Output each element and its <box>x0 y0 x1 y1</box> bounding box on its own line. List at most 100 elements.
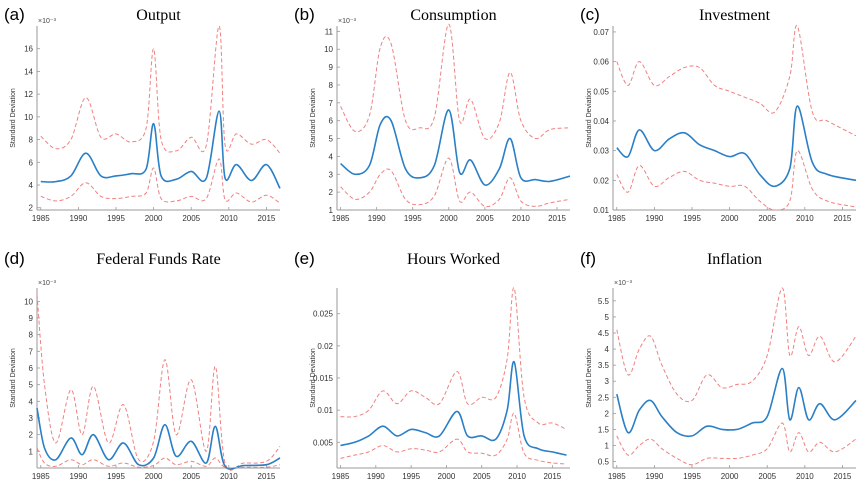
y-tick-label: 5.5 <box>598 297 610 306</box>
x-tick-label: 2000 <box>145 472 163 481</box>
y-axis-label: Standard Deviation <box>10 88 17 148</box>
series-line-lower <box>616 150 857 211</box>
y-tick-label: 0.04 <box>593 117 609 126</box>
y-tick-label: 12 <box>24 90 33 99</box>
chart-title: Inflation <box>706 251 763 268</box>
series-line-upper <box>340 23 571 140</box>
x-tick-label: 1995 <box>107 214 125 223</box>
chart-panel: (e) Hours Worked 0.005 0.01 0.015 0.02 0.025 19… <box>290 244 575 487</box>
chart-title: Hours Worked <box>406 251 501 268</box>
x-tick-label: 2015 <box>258 214 276 223</box>
y-tick-label: 3 <box>29 414 34 423</box>
series-line-lower <box>340 412 567 465</box>
y-tick-label: 6 <box>329 117 334 126</box>
series-line-lower <box>36 447 281 469</box>
y-tick-label: 0.01 <box>317 406 333 415</box>
y-tick-label: 2 <box>329 188 334 197</box>
x-tick-label: 1985 <box>332 214 350 223</box>
panel-label: (a) <box>4 5 25 24</box>
y-tick-label: 3 <box>329 170 334 179</box>
x-tick-label: 2010 <box>796 472 814 481</box>
chart-svg: 1 2 3 4 5 6 7 8 9 10 1985 1990 1995 2000 2005 2010 2015 ×… <box>10 280 281 481</box>
series-line-upper <box>36 294 281 471</box>
x-tick-label: 2015 <box>834 214 852 223</box>
y-tick-label: 4 <box>29 181 34 190</box>
series-line-median <box>616 105 857 188</box>
y-tick-label: 1 <box>29 447 34 456</box>
chart-panel: (c) Investment 0.01 0.02 0.03 0.04 0.05 0.06 0.0… <box>576 0 857 243</box>
x-tick-label: 1990 <box>69 472 87 481</box>
x-tick-label: 2005 <box>182 472 200 481</box>
x-tick-label: 1985 <box>608 472 626 481</box>
y-tick-label: 5 <box>29 381 34 390</box>
y-axis-label: Standard Deviation <box>586 88 593 148</box>
y-tick-label: 2 <box>29 431 34 440</box>
y-tick-label: 0.01 <box>593 206 609 215</box>
x-tick-label: 2010 <box>796 214 814 223</box>
y-tick-label: 8 <box>329 81 334 90</box>
y-tick-label: 5 <box>605 313 610 322</box>
x-tick-label: 1990 <box>367 472 385 481</box>
series-line-median <box>36 407 281 470</box>
x-tick-label: 1995 <box>683 214 701 223</box>
y-tick-label: 0.015 <box>313 374 334 383</box>
x-tick-label: 1990 <box>69 214 87 223</box>
y-tick-label: 0.05 <box>593 87 609 96</box>
y-tick-label: 0.02 <box>593 176 609 185</box>
y-axis-label: Standard Deviation <box>10 348 17 408</box>
x-tick-label: 1990 <box>645 472 663 481</box>
x-tick-label: 2000 <box>440 214 458 223</box>
y-tick-label: 9 <box>29 314 34 323</box>
x-tick-label: 2015 <box>258 472 276 481</box>
panel-label: (f) <box>580 249 597 268</box>
chart-svg: 1 2 3 4 5 6 7 8 9 10 11 1985 1990 1995 2000 2005 2010 201… <box>310 18 571 223</box>
chart-svg: 2 4 6 8 10 12 14 16 1985 1990 1995 2000 2005 2010 2015… <box>10 18 281 223</box>
y-tick-label: 6 <box>29 364 34 373</box>
y-tick-label: 11 <box>325 27 334 36</box>
x-tick-label: 1985 <box>332 472 350 481</box>
y-tick-label: 1 <box>329 206 334 215</box>
axis-exponent: ×10⁻³ <box>614 280 633 287</box>
y-tick-label: 10 <box>24 297 33 306</box>
x-tick-label: 2010 <box>508 472 526 481</box>
chart-title: Consumption <box>410 7 497 24</box>
y-tick-label: 2 <box>605 409 610 418</box>
chart-title: Federal Funds Rate <box>96 251 221 268</box>
x-tick-label: 1990 <box>645 214 663 223</box>
series-line-lower <box>40 158 281 204</box>
x-tick-label: 2015 <box>834 472 852 481</box>
x-tick-label: 2005 <box>182 214 200 223</box>
x-tick-label: 1985 <box>32 214 50 223</box>
chart-svg: 0.5 1 1.5 2 2.5 3 3.5 4 4.5 5 5.5 1985 1990 1995 2000 2… <box>586 280 857 481</box>
y-tick-label: 7 <box>29 347 34 356</box>
y-tick-label: 8 <box>29 331 34 340</box>
x-tick-label: 2005 <box>758 214 776 223</box>
x-tick-label: 2000 <box>721 214 739 223</box>
panel-label: (c) <box>580 5 600 24</box>
y-tick-label: 2.5 <box>598 393 610 402</box>
x-tick-label: 1995 <box>402 472 420 481</box>
x-tick-label: 2005 <box>473 472 491 481</box>
x-tick-label: 2015 <box>548 214 566 223</box>
chart-panel: (b) Consumption 1 2 3 4 5 6 7 8 9 10 11 1985 1990 1995 2… <box>290 0 575 243</box>
x-tick-label: 1985 <box>608 214 626 223</box>
chart-svg: 0.005 0.01 0.015 0.02 0.025 1985 1990 1995 2000 2… <box>310 287 570 481</box>
series-line-upper <box>40 25 281 154</box>
y-tick-label: 8 <box>29 136 34 145</box>
y-tick-label: 2 <box>29 204 34 213</box>
x-tick-label: 2010 <box>512 214 530 223</box>
chart-panel: (f) Inflation 0.5 1 1.5 2 2.5 3 3.5 4 4.5 5 5.5 1985 1… <box>576 244 857 487</box>
y-axis-label: Standard Deviation <box>310 88 317 148</box>
x-tick-label: 2000 <box>721 472 739 481</box>
chart-panel: (d) Federal Funds Rate 1 2 3 4 5 6 7 8 9 10 1985 1990… <box>0 244 285 487</box>
y-tick-label: 0.005 <box>313 438 334 447</box>
y-tick-label: 5 <box>329 135 334 144</box>
x-tick-label: 1995 <box>107 472 125 481</box>
axis-exponent: ×10⁻³ <box>38 280 57 287</box>
x-tick-label: 2010 <box>220 214 238 223</box>
chart-svg: 0.01 0.02 0.03 0.04 0.05 0.06 0.07 1985 1990 1995… <box>586 25 857 223</box>
y-tick-label: 0.5 <box>598 458 610 467</box>
chart-panel: (a) Output 2 4 6 8 10 12 14 16 1985 1990 1995 2000 200… <box>0 0 285 243</box>
series-line-lower <box>340 157 571 208</box>
y-tick-label: 4 <box>605 345 610 354</box>
